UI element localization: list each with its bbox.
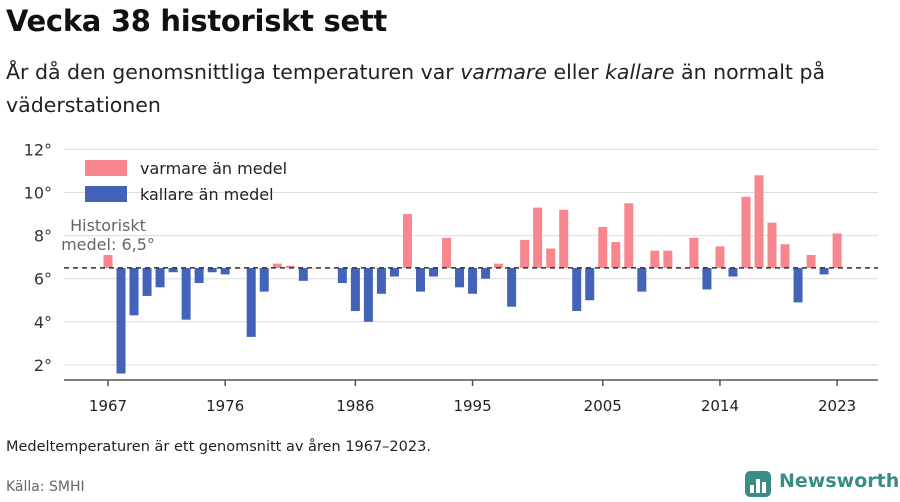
bar-warm: [559, 209, 569, 268]
x-tick-label: 2005: [584, 397, 622, 415]
bar-warm: [272, 263, 282, 268]
x-tick-label: 1986: [336, 397, 374, 415]
bar-cold: [468, 267, 478, 294]
y-tick-label: 4°: [34, 313, 52, 332]
bar-cold: [363, 267, 373, 322]
y-tick-label: 8°: [34, 227, 52, 246]
bar-warm: [533, 207, 543, 268]
footnote: Medeltemperaturen är ett genomsnitt av å…: [6, 439, 431, 455]
bar-cold: [246, 267, 256, 337]
x-tick-label: 1976: [206, 397, 244, 415]
y-tick-label: 6°: [34, 270, 52, 289]
bar-warm: [442, 237, 452, 268]
x-tick-label: 1995: [453, 397, 491, 415]
bar-cold: [389, 267, 399, 277]
x-tick-label: 2023: [818, 397, 856, 415]
subtitle-emphasis-warm: varmare: [460, 60, 547, 84]
subtitle-text: än normalt på väderstationen: [6, 60, 826, 117]
legend: varmare än medel kallare än medel: [85, 159, 287, 204]
y-tick-label: 10°: [24, 184, 52, 203]
bar-cold: [155, 267, 165, 288]
x-tick-label: 1967: [89, 397, 127, 415]
bars: [103, 175, 842, 374]
legend-label: varmare än medel: [140, 159, 287, 178]
bar-warm: [689, 237, 699, 268]
bar-warm: [806, 255, 816, 268]
bar-warm: [832, 233, 842, 268]
y-tick-label: 12°: [24, 140, 52, 159]
legend-label: kallare än medel: [140, 185, 274, 204]
bar-cold: [350, 267, 360, 312]
brand-name: Newsworthy: [779, 470, 900, 492]
bar-cold: [702, 267, 712, 290]
bar-cold: [259, 267, 269, 292]
chart-title: Vecka 38 historiskt sett: [6, 4, 387, 38]
bar-cold: [129, 267, 139, 316]
bar-cold: [819, 267, 829, 275]
bar-cold: [572, 267, 582, 312]
bar-warm: [520, 239, 530, 268]
legend-swatch: [85, 160, 127, 176]
subtitle-text: eller: [546, 60, 606, 84]
bar-warm: [103, 255, 113, 268]
baseline-label: Historiskt: [70, 216, 146, 235]
bar-cold: [429, 267, 438, 277]
bar-warm: [663, 250, 673, 268]
bar-warm: [494, 263, 504, 268]
bar-warm: [650, 250, 660, 268]
baseline-label: medel: 6,5°: [61, 235, 155, 254]
y-axis: 2° 4° 6° 8° 10° 12°: [24, 140, 52, 375]
bar-cold: [298, 267, 308, 281]
bar-cold: [728, 267, 738, 277]
bar-cold: [455, 267, 465, 288]
bar-cold: [415, 267, 425, 292]
newsworthy-logo-icon: [745, 471, 771, 497]
bar-cold: [481, 267, 491, 279]
bar-cold: [142, 267, 152, 296]
bar-cold: [637, 267, 647, 292]
bar-cold: [168, 267, 178, 273]
bar-cold: [507, 267, 517, 307]
bar-cold: [376, 267, 386, 294]
bar-cold: [116, 267, 126, 374]
bar-warm: [611, 242, 621, 268]
bar-cold: [337, 267, 347, 284]
chart-subtitle: År då den genomsnittliga temperaturen va…: [6, 56, 866, 122]
bar-cold: [181, 267, 191, 320]
legend-swatch: [85, 186, 127, 202]
bar-warm: [767, 222, 777, 268]
subtitle-text: År då den genomsnittliga temperaturen va…: [6, 60, 461, 84]
bar-warm: [402, 214, 412, 268]
bar-warm: [715, 246, 725, 268]
bar-cold: [220, 267, 230, 275]
bar-warm: [598, 226, 608, 268]
bar-warm: [780, 244, 790, 268]
bar-cold: [585, 267, 595, 301]
brand-logo: Newsworthy: [744, 468, 900, 498]
y-tick-label: 2°: [34, 356, 52, 375]
bar-warm: [624, 203, 634, 268]
bar-warm: [754, 175, 764, 268]
subtitle-emphasis-cold: kallare: [605, 60, 675, 84]
bar-warm: [546, 248, 556, 268]
source-note: Källa: SMHI: [6, 479, 85, 495]
x-axis: 1967 1976 1986 1995 2005 2014 2023: [64, 379, 878, 415]
bar-warm: [285, 265, 295, 268]
bar-cold: [207, 267, 217, 273]
bar-cold: [194, 267, 204, 284]
bar-cold: [793, 267, 803, 303]
x-tick-label: 2014: [701, 397, 739, 415]
bar-warm: [741, 196, 751, 268]
